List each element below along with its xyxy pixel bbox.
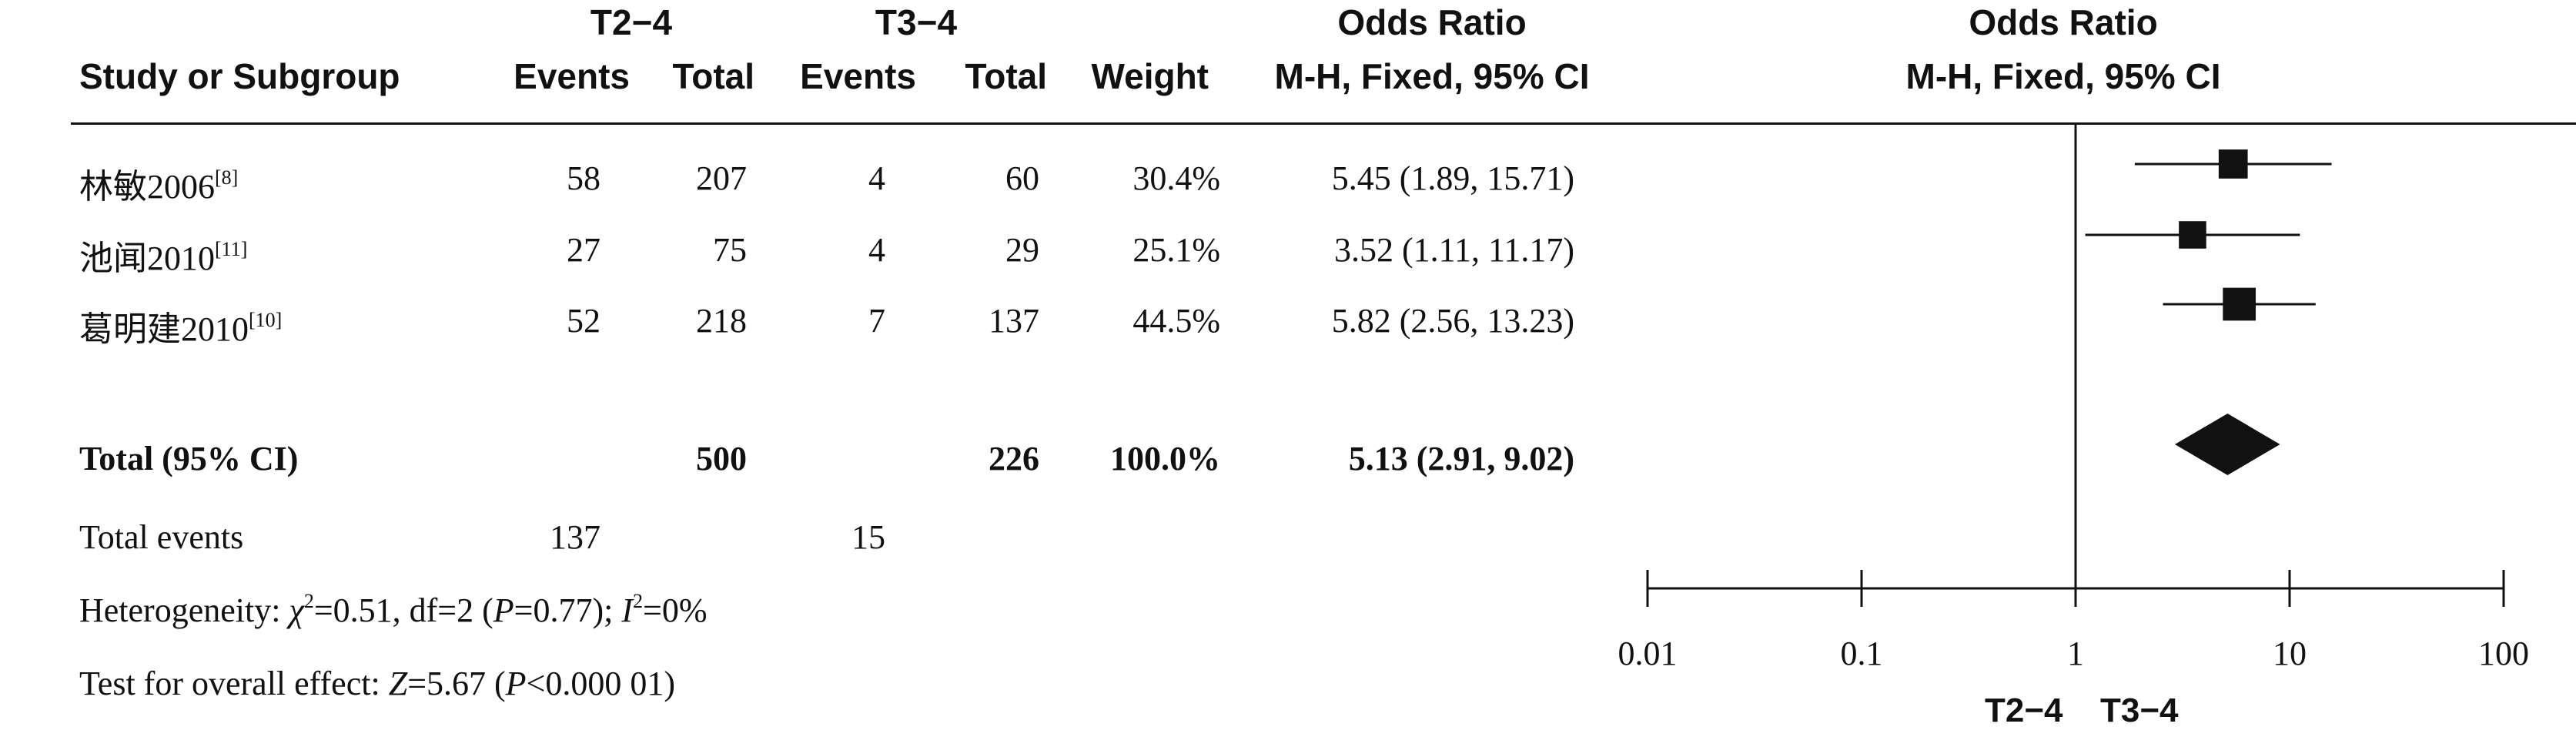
favours-right-label: T3−4 xyxy=(2100,692,2179,729)
group1-header: T2−4 xyxy=(590,2,673,42)
total-events1-cell: 137 xyxy=(550,518,601,556)
favours-left-label: T2−4 xyxy=(1985,692,2063,729)
study-ref: [11] xyxy=(215,238,248,260)
total2-header: Total xyxy=(965,56,1047,96)
overall-effect-text: Test for overall effect: Z=5.67 (P<0.000… xyxy=(79,665,676,702)
x-tick-label: 10 xyxy=(2273,635,2307,672)
total-events2-cell: 15 xyxy=(851,518,885,556)
x-tick-label: 100 xyxy=(2478,635,2529,672)
events1-cell: 52 xyxy=(567,302,601,340)
total2-cell: 29 xyxy=(1005,231,1039,269)
total1-cell: 500 xyxy=(696,440,747,477)
events2-header: Events xyxy=(800,56,916,96)
total-label: Total (95% CI) xyxy=(79,440,299,477)
study-name: 林敏2006[8] xyxy=(79,166,239,206)
or-plot-method: M-H, Fixed, 95% CI xyxy=(1905,56,2221,96)
total1-cell: 75 xyxy=(713,231,747,269)
events2-cell: 7 xyxy=(868,302,885,340)
heterogeneity-text: Heterogeneity: χ2=0.51, df=2 (P=0.77); I… xyxy=(79,590,708,630)
or-cell: 3.52 (1.11, 11.17) xyxy=(1333,231,1574,269)
study-ref: [10] xyxy=(249,309,283,331)
pooled-diamond xyxy=(2174,414,2280,475)
or-cell: 5.45 (1.89, 15.71) xyxy=(1331,159,1574,197)
or-table-title: Odds Ratio xyxy=(1337,2,1527,42)
total-weight-cell: 100.0% xyxy=(1110,440,1220,477)
study-ref: [8] xyxy=(215,166,239,189)
total-or-cell: 5.13 (2.91, 9.02) xyxy=(1348,440,1574,477)
weight-cell: 44.5% xyxy=(1132,302,1220,340)
x-tick-label: 0.01 xyxy=(1618,635,1678,672)
events2-cell: 4 xyxy=(868,159,885,197)
total-events-label: Total events xyxy=(79,518,244,556)
study-name: 葛明建2010[10] xyxy=(79,309,283,349)
or-cell: 5.82 (2.56, 13.23) xyxy=(1331,302,1574,340)
header-rule xyxy=(71,122,2576,125)
group2-header: T3−4 xyxy=(875,2,958,42)
total1-header: Total xyxy=(672,56,754,96)
or-table-method: M-H, Fixed, 95% CI xyxy=(1274,56,1590,96)
study-name: 池闻2010[11] xyxy=(79,238,248,278)
x-tick-label: 0.1 xyxy=(1841,635,1883,672)
total2-cell: 60 xyxy=(1005,159,1039,197)
events1-cell: 27 xyxy=(567,231,601,269)
total2-cell: 137 xyxy=(989,302,1039,340)
study-point-square xyxy=(2223,287,2256,321)
or-plot-title: Odds Ratio xyxy=(1969,2,2158,42)
study-point-square xyxy=(2179,221,2206,249)
weight-cell: 30.4% xyxy=(1132,159,1220,197)
weight-header: Weight xyxy=(1091,56,1209,96)
study-header: Study or Subgroup xyxy=(79,56,400,96)
events2-cell: 4 xyxy=(868,231,885,269)
events1-header: Events xyxy=(514,56,630,96)
events1-cell: 58 xyxy=(567,159,601,197)
total1-cell: 218 xyxy=(696,302,747,340)
total2-cell: 226 xyxy=(989,440,1039,477)
study-point-square xyxy=(2218,149,2248,179)
x-tick-label: 1 xyxy=(2067,635,2084,672)
weight-cell: 25.1% xyxy=(1132,231,1220,269)
total1-cell: 207 xyxy=(696,159,747,197)
